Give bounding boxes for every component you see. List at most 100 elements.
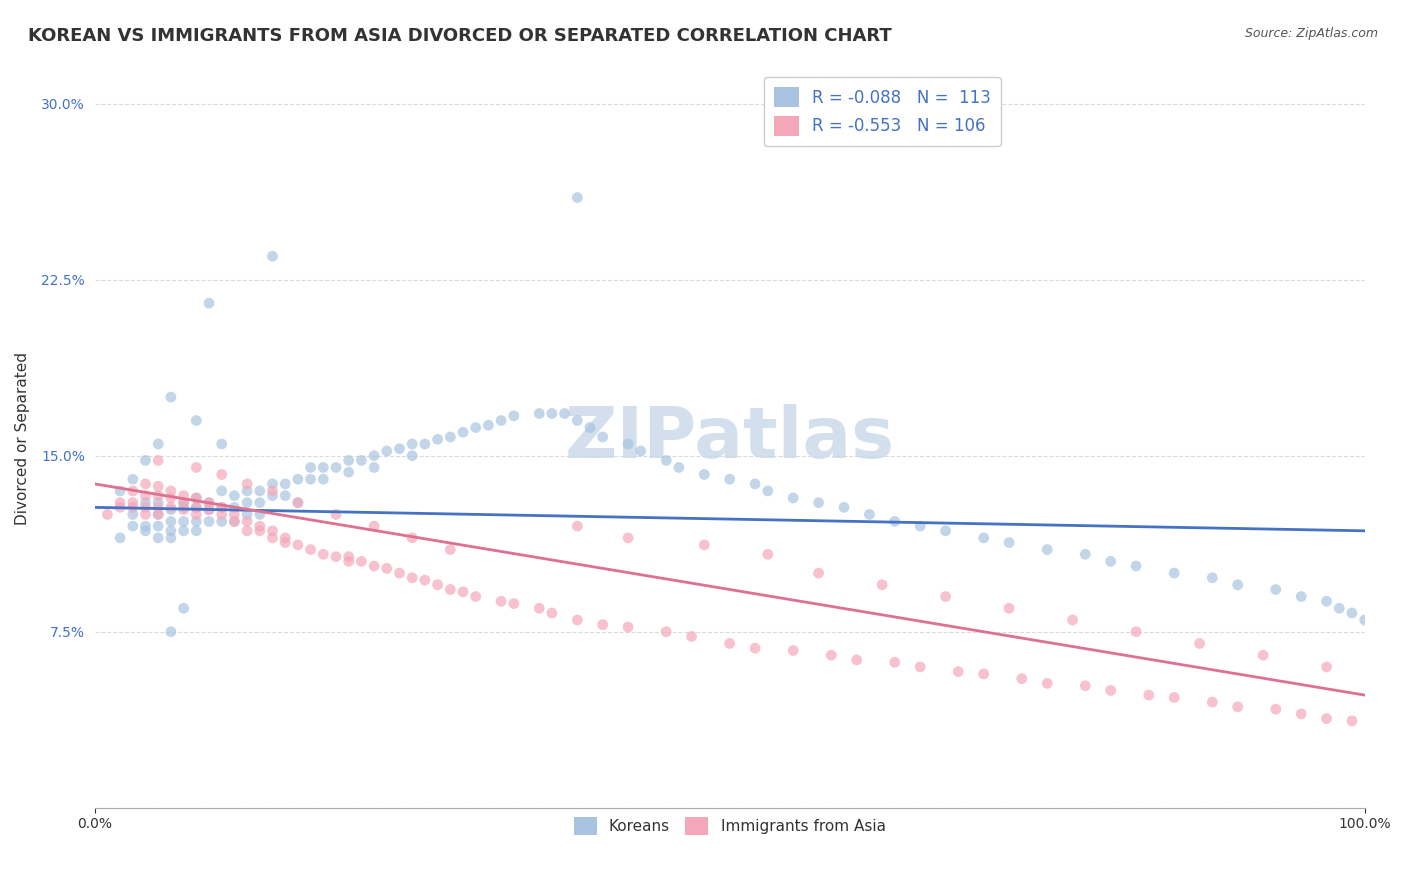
Point	[160, 483, 183, 498]
Point	[337, 554, 360, 568]
Point	[998, 601, 1021, 615]
Point	[148, 479, 170, 493]
Point	[160, 624, 183, 639]
Point	[1341, 606, 1364, 620]
Point	[249, 483, 271, 498]
Point	[464, 420, 486, 434]
Point	[617, 531, 640, 545]
Point	[186, 413, 208, 427]
Point	[148, 519, 170, 533]
Point	[502, 409, 524, 423]
Point	[287, 496, 309, 510]
Point	[96, 508, 118, 522]
Point	[186, 500, 208, 515]
Point	[198, 496, 221, 510]
Text: KOREAN VS IMMIGRANTS FROM ASIA DIVORCED OR SEPARATED CORRELATION CHART: KOREAN VS IMMIGRANTS FROM ASIA DIVORCED …	[28, 27, 891, 45]
Point	[413, 437, 436, 451]
Point	[198, 502, 221, 516]
Point	[160, 524, 183, 538]
Point	[262, 249, 284, 263]
Point	[198, 296, 221, 310]
Point	[249, 508, 271, 522]
Point	[413, 573, 436, 587]
Point	[249, 496, 271, 510]
Point	[388, 566, 411, 580]
Point	[173, 489, 195, 503]
Point	[1125, 624, 1147, 639]
Point	[401, 571, 423, 585]
Point	[744, 476, 766, 491]
Point	[363, 519, 385, 533]
Point	[1062, 613, 1084, 627]
Point	[121, 483, 143, 498]
Point	[211, 483, 233, 498]
Point	[325, 508, 347, 522]
Point	[1201, 571, 1223, 585]
Point	[350, 453, 373, 467]
Point	[108, 496, 131, 510]
Point	[325, 460, 347, 475]
Point	[1329, 601, 1351, 615]
Point	[782, 491, 804, 505]
Point	[401, 449, 423, 463]
Point	[198, 515, 221, 529]
Point	[883, 655, 905, 669]
Point	[148, 508, 170, 522]
Point	[1074, 679, 1097, 693]
Point	[693, 467, 716, 482]
Point	[299, 542, 322, 557]
Point	[1264, 582, 1286, 597]
Point	[173, 601, 195, 615]
Point	[592, 430, 614, 444]
Point	[1125, 559, 1147, 574]
Point	[464, 590, 486, 604]
Point	[832, 500, 855, 515]
Point	[211, 467, 233, 482]
Point	[1036, 542, 1059, 557]
Point	[973, 667, 995, 681]
Point	[375, 561, 398, 575]
Point	[401, 531, 423, 545]
Point	[198, 502, 221, 516]
Point	[807, 566, 830, 580]
Point	[108, 500, 131, 515]
Point	[401, 437, 423, 451]
Point	[1289, 590, 1312, 604]
Point	[529, 601, 551, 615]
Point	[236, 515, 259, 529]
Point	[1074, 547, 1097, 561]
Point	[148, 508, 170, 522]
Point	[870, 578, 893, 592]
Point	[1163, 566, 1185, 580]
Point	[236, 508, 259, 522]
Point	[160, 502, 183, 516]
Point	[908, 660, 931, 674]
Point	[148, 531, 170, 545]
Point	[439, 430, 461, 444]
Point	[718, 636, 741, 650]
Point	[224, 508, 246, 522]
Point	[312, 472, 335, 486]
Point	[108, 483, 131, 498]
Point	[718, 472, 741, 486]
Point	[173, 500, 195, 515]
Point	[134, 519, 156, 533]
Point	[134, 508, 156, 522]
Point	[579, 420, 602, 434]
Point	[262, 524, 284, 538]
Point	[249, 519, 271, 533]
Point	[1354, 613, 1376, 627]
Point	[668, 460, 690, 475]
Text: ZIPatlas: ZIPatlas	[565, 404, 894, 473]
Point	[567, 413, 589, 427]
Point	[337, 453, 360, 467]
Point	[173, 496, 195, 510]
Point	[160, 491, 183, 505]
Point	[948, 665, 970, 679]
Point	[160, 531, 183, 545]
Point	[908, 519, 931, 533]
Point	[173, 515, 195, 529]
Point	[541, 606, 564, 620]
Point	[541, 407, 564, 421]
Point	[1316, 660, 1339, 674]
